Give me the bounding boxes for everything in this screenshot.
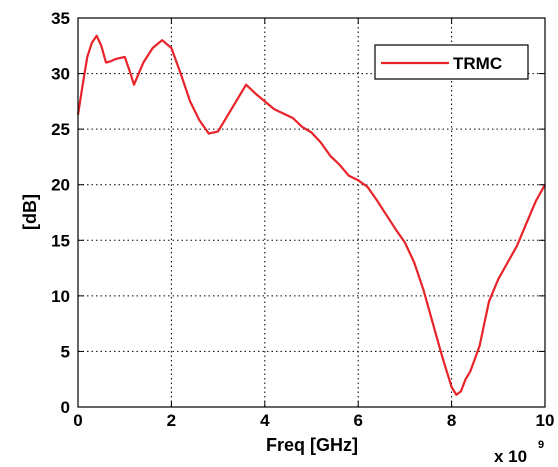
x-tick-label: 6 (353, 411, 362, 430)
y-tick-label: 35 (51, 9, 70, 28)
y-tick-label: 10 (51, 287, 70, 306)
x-axis-multiplier: x 10 (494, 447, 527, 466)
y-tick-label: 5 (61, 342, 70, 361)
y-axis-label: [dB] (20, 194, 40, 230)
x-axis-label: Freq [GHz] (266, 435, 358, 455)
legend-label-trmc: TRMC (453, 54, 502, 73)
x-tick-label: 8 (447, 411, 456, 430)
plot-frame (77, 17, 546, 408)
series-line-trmc (76, 34, 546, 396)
legend: TRMC (374, 44, 529, 80)
axis-ticks: 0 2 4 6 8 10 0 5 10 15 20 25 30 35 (51, 9, 554, 430)
x-axis-multiplier-exponent: 9 (538, 439, 544, 451)
x-tick-label: 10 (536, 411, 555, 430)
y-tick-label: 20 (51, 176, 70, 195)
plot-area (78, 18, 545, 407)
x-tick-label: 4 (260, 411, 270, 430)
y-tick-label: 15 (51, 231, 70, 250)
y-tick-label: 25 (51, 120, 70, 139)
y-tick-label: 0 (61, 398, 70, 417)
y-tick-label: 30 (51, 65, 70, 84)
grid-lines (78, 18, 545, 407)
x-tick-label: 2 (167, 411, 176, 430)
x-tick-label: 0 (73, 411, 82, 430)
